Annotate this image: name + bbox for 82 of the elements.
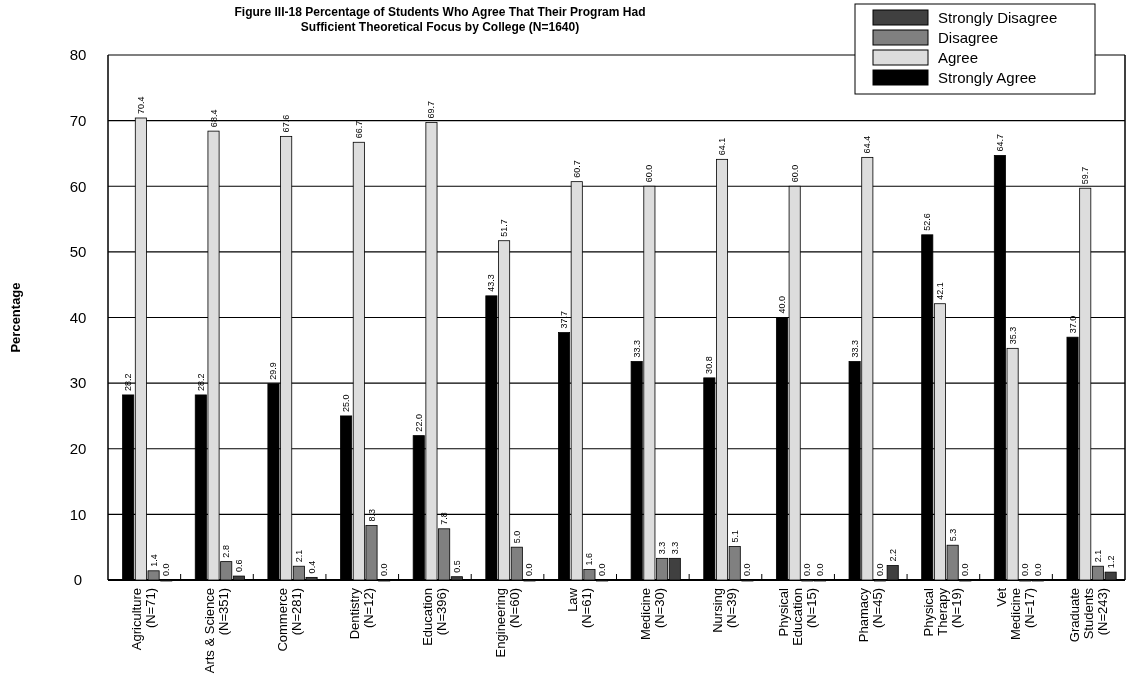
y-tick-label: 40: [69, 308, 87, 326]
y-tick-label: 10: [69, 505, 87, 523]
data-label: 52.6: [922, 213, 933, 231]
data-label: 5.1: [729, 530, 740, 543]
data-label: 2.1: [293, 549, 304, 563]
x-tick-label: Law (N=61): [565, 587, 595, 629]
x-tick-label: Medicine (N=30): [637, 588, 667, 641]
data-label: 0.5: [451, 560, 462, 573]
data-label: 0.0: [815, 563, 826, 576]
data-label: 43.3: [486, 274, 497, 292]
data-label: 0.0: [1020, 563, 1031, 576]
y-tick-label: 20: [69, 440, 87, 457]
x-tick-label: Nursing (N=39): [710, 588, 740, 633]
data-label: 51.7: [499, 219, 510, 237]
data-label: 0.0: [524, 563, 535, 576]
data-label: 66.7: [353, 120, 364, 139]
data-label: 0.0: [597, 563, 608, 576]
y-axis-title: Percentage: [8, 282, 23, 353]
data-label: 3.3: [657, 541, 668, 555]
y-tick-label: 80: [69, 46, 87, 64]
data-label: 29.9: [268, 362, 279, 380]
x-tick-label: Vet Medicine (N=17): [994, 587, 1038, 641]
data-label: 60.0: [644, 164, 655, 183]
data-label: 67.6: [281, 114, 292, 133]
data-label: 33.3: [849, 339, 860, 358]
data-label: 2.2: [887, 549, 898, 562]
data-label: 0.0: [161, 563, 172, 576]
data-label: 1.4: [148, 554, 159, 567]
data-label: 0.0: [379, 563, 390, 576]
data-label: 0.0: [802, 563, 813, 576]
data-label: 5.3: [947, 528, 958, 542]
data-label: 0.0: [960, 563, 971, 576]
legend-label: Strongly Disagree: [938, 9, 1058, 27]
data-label: 69.7: [426, 101, 437, 119]
data-label: 0.4: [306, 560, 317, 574]
legend-label: Strongly Agree: [938, 69, 1037, 87]
data-label: 33.3: [631, 339, 642, 358]
x-tick-label: Agriculture (N=71): [129, 588, 159, 651]
data-label: 40.0: [776, 295, 787, 314]
data-label: 70.4: [135, 96, 146, 114]
x-tick-label: Phamacy (N=45): [855, 587, 885, 643]
data-label: 59.7: [1080, 166, 1091, 185]
data-label: 42.1: [934, 282, 945, 300]
data-label: 2.1: [1092, 549, 1103, 563]
y-tick-label: 50: [69, 243, 87, 261]
data-label: 64.4: [862, 135, 873, 154]
data-label: 30.8: [704, 356, 715, 374]
data-label: 28.2: [123, 373, 134, 391]
data-label: 64.1: [717, 137, 728, 156]
data-label: 35.3: [1007, 326, 1018, 345]
data-label: 2.8: [221, 545, 232, 558]
data-label: 0.0: [875, 563, 885, 576]
data-label: 0.0: [742, 563, 753, 576]
y-tick-label: 70: [69, 111, 87, 129]
data-label: 60.0: [789, 164, 800, 183]
data-label: 1.2: [1105, 555, 1116, 569]
x-tick-label: Education (N=396): [419, 588, 449, 646]
y-tick-label: 60: [69, 177, 87, 195]
data-label: 22.0: [413, 414, 424, 432]
data-label: 64.7: [994, 133, 1005, 152]
data-label: 3.3: [669, 541, 680, 555]
x-tick-label: Dentistry (N=12): [347, 587, 377, 640]
x-tick-label: Graduate Students (N=243): [1066, 587, 1110, 643]
chart-title: Figure III-18 Percentage of Students Who Agree That Their Program Had Sufficient Theoretical Focus by College (N=1640): [234, 5, 646, 34]
data-label: 25.0: [341, 394, 352, 412]
x-tick-label: Physical Education (N=15): [776, 587, 820, 646]
data-label: 8.3: [366, 509, 377, 522]
data-label: 60.7: [571, 160, 582, 178]
x-tick-label: Physical Therapy (N=19): [921, 587, 965, 637]
x-tick-label: Commerce (N=281): [274, 588, 304, 652]
data-label: 37.7: [559, 311, 570, 329]
y-tick-label: 0: [73, 571, 83, 589]
data-label: 0.0: [1032, 563, 1043, 576]
data-label: 0.6: [233, 559, 244, 573]
data-label: 1.6: [584, 552, 595, 566]
data-label: 5.0: [511, 530, 522, 544]
legend-label: Agree: [938, 49, 979, 67]
x-tick-label: Engineering (N=60): [492, 588, 522, 658]
data-label: 28.2: [195, 373, 206, 391]
y-tick-label: 30: [69, 374, 87, 392]
legend-label: Disagree: [938, 29, 999, 47]
x-tick-label: Arts & Science (N=351): [201, 588, 231, 674]
